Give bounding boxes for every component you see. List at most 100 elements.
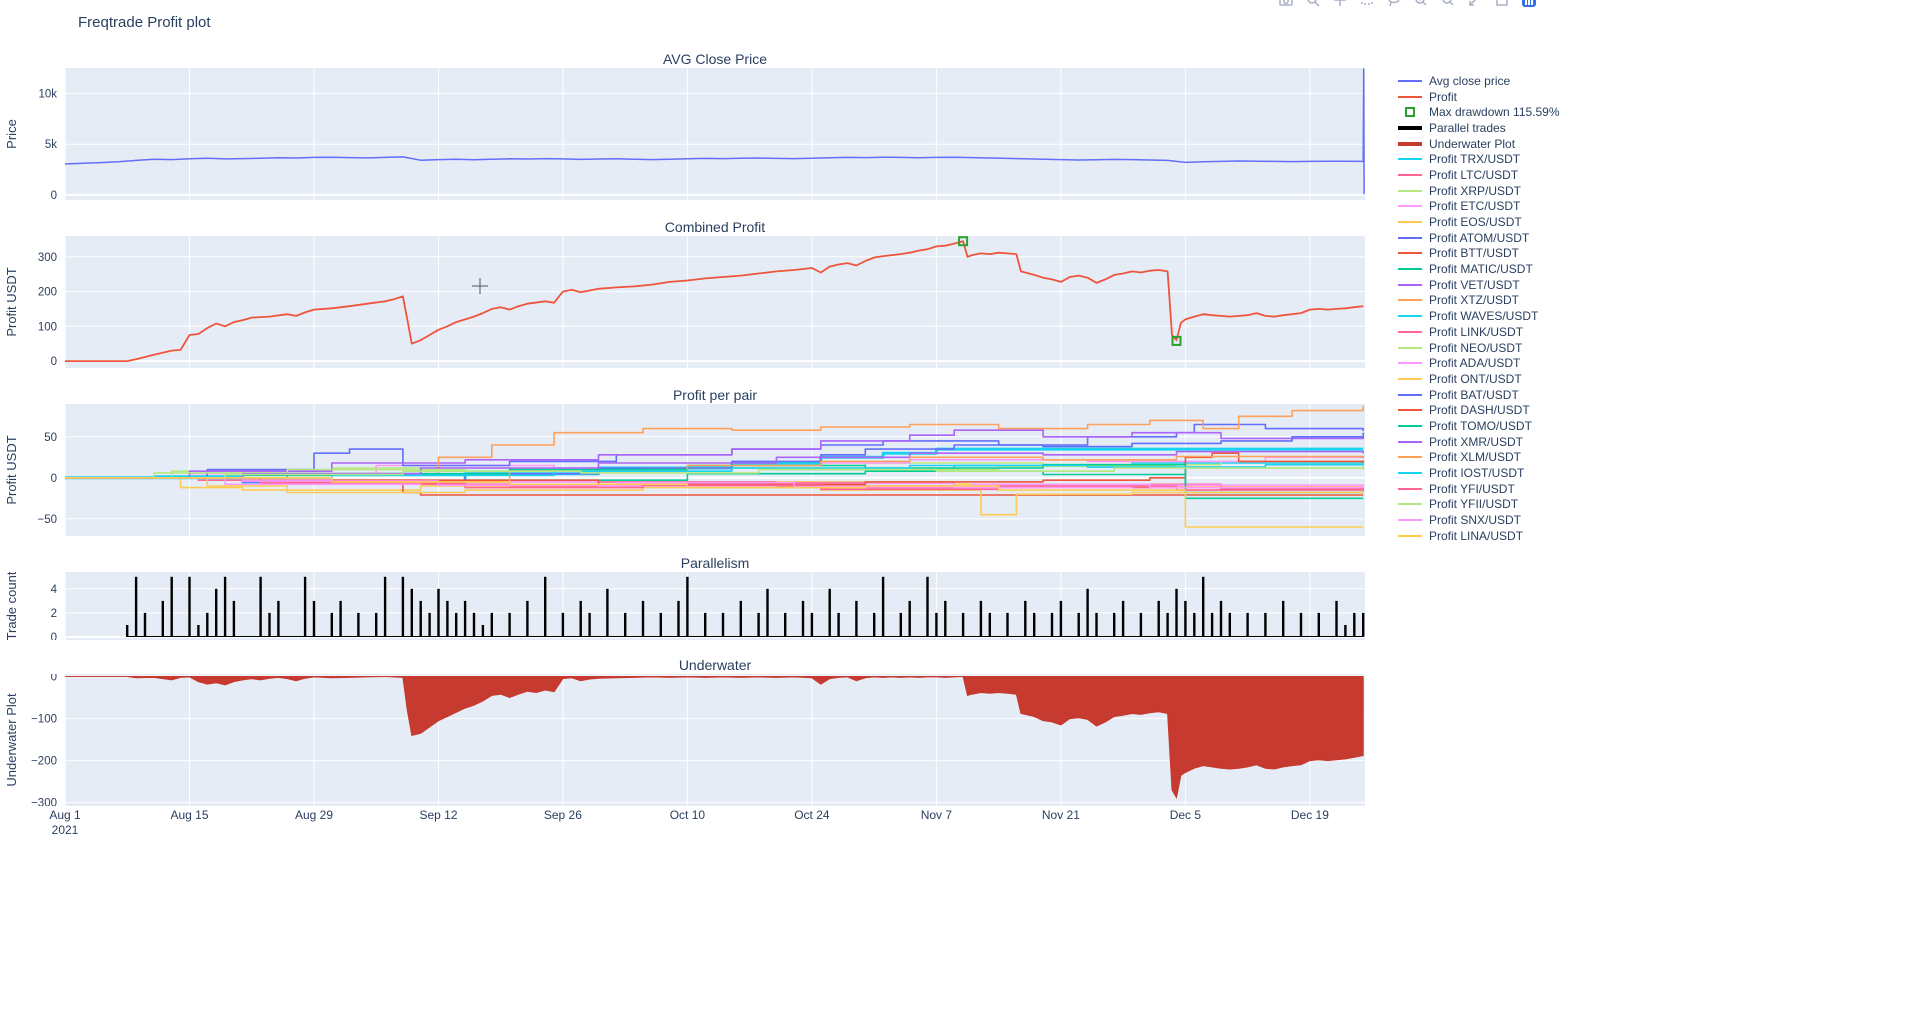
legend-item-profit-yfi-usdt[interactable]: Profit YFI/USDT xyxy=(1398,481,1560,497)
legend-line-swatch-icon xyxy=(1398,503,1422,506)
legend-line-swatch-icon xyxy=(1398,362,1422,365)
legend-label: Profit WAVES/USDT xyxy=(1429,309,1539,324)
legend-label: Profit YFII/USDT xyxy=(1429,497,1519,512)
legend-item-profit-ltc-usdt[interactable]: Profit LTC/USDT xyxy=(1398,167,1560,183)
legend-line-swatch-icon xyxy=(1398,79,1422,82)
legend-label: Profit DASH/USDT xyxy=(1429,403,1530,418)
legend-label: Profit xyxy=(1429,89,1458,104)
legend-item-profit-xtz-usdt[interactable]: Profit XTZ/USDT xyxy=(1398,293,1560,309)
subplot-title-avg-close-price: AVG Close Price xyxy=(663,51,767,67)
legend-label: Profit TRX/USDT xyxy=(1429,152,1521,167)
legend-item-profit-eos-usdt[interactable]: Profit EOS/USDT xyxy=(1398,214,1560,230)
underwater-chart[interactable]: 0 −100 −200 −300 Underwater Plot xyxy=(0,674,1380,806)
box-select-icon[interactable] xyxy=(1359,0,1375,9)
svg-text:0: 0 xyxy=(51,674,57,684)
legend-item-profit-tomo-usdt[interactable]: Profit TOMO/USDT xyxy=(1398,418,1560,434)
svg-text:2: 2 xyxy=(51,608,57,620)
svg-text:5k: 5k xyxy=(45,139,57,151)
legend-item-profit-snx-usdt[interactable]: Profit SNX/USDT xyxy=(1398,512,1560,528)
legend-label: Underwater Plot xyxy=(1429,136,1516,151)
x-tick-label: Nov 21 xyxy=(1041,808,1080,822)
legend-item-underwater-plot[interactable]: Underwater Plot xyxy=(1398,136,1560,152)
zoom-out-icon[interactable] xyxy=(1440,0,1456,9)
legend-item-profit-iost-usdt[interactable]: Profit IOST/USDT xyxy=(1398,465,1560,481)
zoom-in-icon[interactable] xyxy=(1413,0,1429,9)
legend-item-profit-vet-usdt[interactable]: Profit VET/USDT xyxy=(1398,277,1560,293)
svg-text:200: 200 xyxy=(38,287,57,299)
legend-item-profit-link-usdt[interactable]: Profit LINK/USDT xyxy=(1398,324,1560,340)
legend-item-profit-yfii-usdt[interactable]: Profit YFII/USDT xyxy=(1398,497,1560,513)
legend-label: Profit ETC/USDT xyxy=(1429,199,1521,214)
legend-item-profit-waves-usdt[interactable]: Profit WAVES/USDT xyxy=(1398,308,1560,324)
legend-item-max-drawdown-115-59[interactable]: Max drawdown 115.59% xyxy=(1398,104,1560,120)
x-tick-label: Aug 15 xyxy=(170,808,209,822)
svg-text:300: 300 xyxy=(38,252,57,264)
svg-text:50: 50 xyxy=(44,432,57,444)
svg-text:Profit USDT: Profit USDT xyxy=(4,267,19,336)
profit-per-pair-chart[interactable]: −50 0 50 Profit USDT xyxy=(0,404,1380,536)
legend-item-profit[interactable]: Profit xyxy=(1398,89,1560,105)
legend-label: Profit XRP/USDT xyxy=(1429,183,1522,198)
x-tick-label: Aug 1 2021 xyxy=(49,808,81,837)
legend-item-profit-xmr-usdt[interactable]: Profit XMR/USDT xyxy=(1398,434,1560,450)
legend-item-profit-lina-usdt[interactable]: Profit LINA/USDT xyxy=(1398,528,1560,544)
zoom-icon[interactable] xyxy=(1305,0,1321,9)
legend-item-profit-ont-usdt[interactable]: Profit ONT/USDT xyxy=(1398,371,1560,387)
legend-item-profit-trx-usdt[interactable]: Profit TRX/USDT xyxy=(1398,151,1560,167)
svg-text:−50: −50 xyxy=(37,514,57,526)
legend-label: Profit XLM/USDT xyxy=(1429,450,1522,465)
camera-icon[interactable] xyxy=(1278,0,1294,9)
svg-text:10k: 10k xyxy=(38,88,57,100)
x-tick-label: Oct 24 xyxy=(794,808,830,822)
legend-label: Parallel trades xyxy=(1429,120,1506,135)
autoscale-icon[interactable] xyxy=(1467,0,1483,9)
legend-item-profit-btt-usdt[interactable]: Profit BTT/USDT xyxy=(1398,246,1560,262)
legend-item-profit-dash-usdt[interactable]: Profit DASH/USDT xyxy=(1398,402,1560,418)
parallelism-chart[interactable]: 0 2 4 Trade count xyxy=(0,572,1380,640)
pan-icon[interactable] xyxy=(1332,0,1348,9)
legend-line-swatch-icon xyxy=(1398,236,1422,239)
legend-item-avg-close-price[interactable]: Avg close price xyxy=(1398,73,1560,89)
svg-text:0: 0 xyxy=(51,190,57,200)
legend-item-profit-neo-usdt[interactable]: Profit NEO/USDT xyxy=(1398,340,1560,356)
lasso-icon[interactable] xyxy=(1386,0,1402,9)
subplot-title-profit-per-pair: Profit per pair xyxy=(672,387,758,403)
drawdown-square-icon xyxy=(1398,107,1422,118)
svg-text:Profit USDT: Profit USDT xyxy=(4,435,19,504)
legend-label: Profit MATIC/USDT xyxy=(1429,262,1533,277)
legend-item-profit-etc-usdt[interactable]: Profit ETC/USDT xyxy=(1398,199,1560,215)
legend-label: Profit LTC/USDT xyxy=(1429,167,1519,182)
legend-label: Profit LINK/USDT xyxy=(1429,324,1524,339)
legend-line-swatch-icon xyxy=(1398,299,1422,302)
x-tick-label: Dec 5 xyxy=(1169,808,1202,822)
legend-item-profit-atom-usdt[interactable]: Profit ATOM/USDT xyxy=(1398,230,1560,246)
legend-label: Profit VET/USDT xyxy=(1429,277,1520,292)
x-axis: Aug 1 2021 Aug 15 Aug 29 Sep 12 Sep 26 Oct 10 O… xyxy=(0,808,1380,842)
legend-label: Profit XTZ/USDT xyxy=(1429,293,1520,308)
legend-item-profit-bat-usdt[interactable]: Profit BAT/USDT xyxy=(1398,387,1560,403)
legend-line-swatch-icon xyxy=(1398,315,1422,318)
legend-item-profit-ada-usdt[interactable]: Profit ADA/USDT xyxy=(1398,355,1560,371)
legend-item-profit-matic-usdt[interactable]: Profit MATIC/USDT xyxy=(1398,261,1560,277)
subplot-title-combined-profit: Combined Profit xyxy=(664,219,766,235)
plotly-modebar xyxy=(1278,0,1537,9)
legend-line-swatch-icon xyxy=(1398,283,1422,286)
legend-item-parallel-trades[interactable]: Parallel trades xyxy=(1398,120,1560,136)
legend-line-swatch-icon xyxy=(1398,330,1422,333)
reset-axes-icon[interactable] xyxy=(1494,0,1510,9)
legend-label: Profit ATOM/USDT xyxy=(1429,230,1530,245)
legend-line-swatch-icon xyxy=(1398,221,1422,224)
legend-line-swatch-icon xyxy=(1398,440,1422,443)
avg-close-price-chart[interactable]: 0 5k 10k Price xyxy=(0,68,1380,200)
plotly-logo-icon[interactable] xyxy=(1521,0,1537,9)
subplot-title-underwater: Underwater xyxy=(678,657,752,673)
legend-line-swatch-icon xyxy=(1398,456,1422,459)
legend-line-swatch-icon xyxy=(1398,393,1422,396)
svg-text:Underwater Plot: Underwater Plot xyxy=(4,693,19,787)
legend-label: Profit BTT/USDT xyxy=(1429,246,1520,261)
legend-item-profit-xrp-usdt[interactable]: Profit XRP/USDT xyxy=(1398,183,1560,199)
legend-label: Profit LINA/USDT xyxy=(1429,528,1524,543)
combined-profit-chart[interactable]: 0 100 200 300 Profit USDT xyxy=(0,236,1380,368)
legend-item-profit-xlm-usdt[interactable]: Profit XLM/USDT xyxy=(1398,450,1560,466)
legend-line-swatch-icon xyxy=(1398,189,1422,192)
